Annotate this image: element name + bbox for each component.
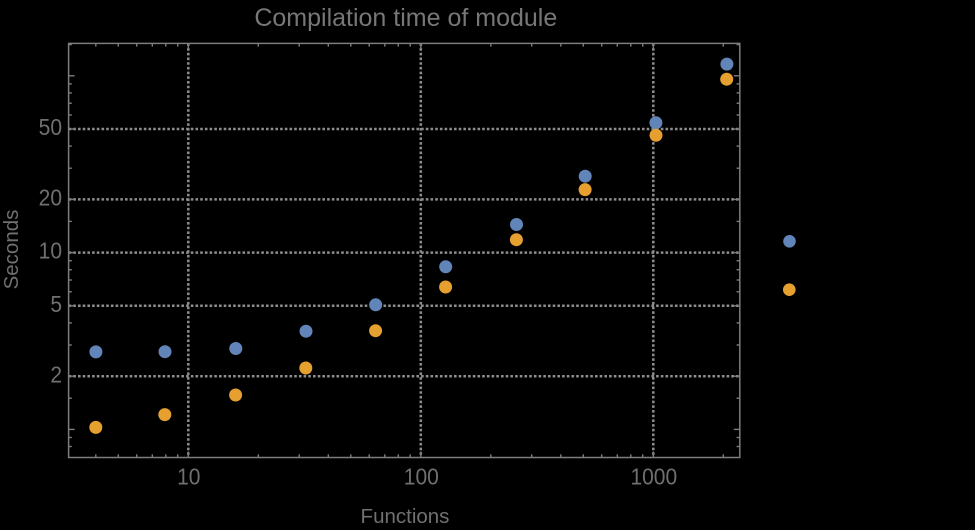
svg-text:20: 20	[39, 185, 62, 211]
svg-text:Functions: Functions	[361, 505, 450, 525]
svg-text:Seconds: Seconds	[0, 210, 23, 290]
svg-text:1000: 1000	[630, 463, 677, 489]
svg-text:Compilation time of module: Compilation time of module	[254, 4, 557, 32]
svg-text:10: 10	[177, 463, 200, 489]
svg-text:100: 100	[404, 463, 439, 489]
svg-text:5: 5	[50, 291, 62, 317]
svg-text:10: 10	[39, 238, 62, 264]
svg-text:2: 2	[50, 361, 62, 387]
svg-text:50: 50	[39, 114, 62, 140]
